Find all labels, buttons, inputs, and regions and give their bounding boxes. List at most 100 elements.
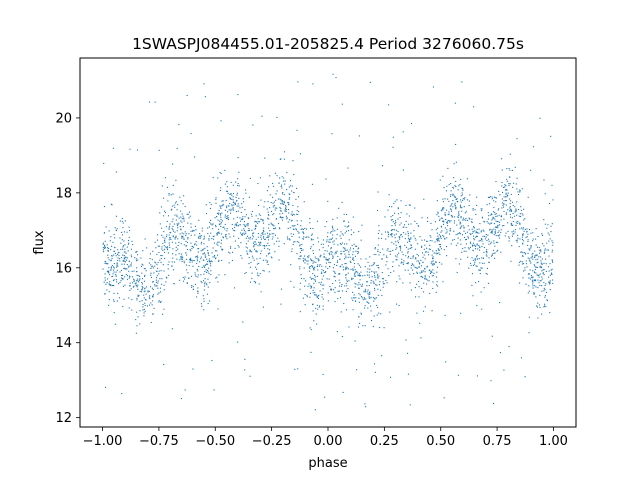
- data-point: [522, 243, 524, 245]
- data-point: [198, 237, 200, 239]
- data-point: [305, 280, 307, 282]
- data-point: [104, 293, 106, 295]
- data-point: [479, 273, 481, 275]
- data-point: [296, 241, 298, 243]
- data-point: [377, 277, 379, 279]
- data-point: [545, 283, 547, 285]
- data-point: [548, 281, 550, 283]
- data-point: [354, 255, 356, 257]
- data-point: [522, 214, 524, 216]
- data-point: [220, 221, 222, 223]
- y-tick-label: 16: [55, 261, 72, 276]
- data-point: [216, 216, 218, 218]
- data-point: [121, 263, 123, 265]
- data-point: [415, 257, 417, 259]
- data-point: [476, 244, 478, 246]
- data-point: [407, 251, 409, 253]
- data-point: [352, 291, 354, 293]
- data-point: [138, 295, 140, 297]
- data-point: [119, 237, 121, 239]
- data-point: [403, 232, 405, 234]
- data-point: [456, 200, 458, 202]
- data-point: [401, 251, 403, 253]
- data-point: [474, 245, 477, 247]
- data-point: [476, 375, 478, 377]
- data-point: [174, 237, 176, 239]
- data-point: [480, 291, 482, 293]
- data-point: [396, 254, 398, 256]
- data-point: [181, 237, 183, 239]
- data-point: [173, 223, 176, 225]
- data-point: [107, 249, 109, 251]
- data-point: [414, 248, 416, 250]
- data-point: [487, 218, 489, 220]
- data-point: [534, 285, 536, 287]
- data-point: [461, 194, 463, 196]
- data-point: [483, 220, 485, 222]
- data-point: [105, 283, 107, 285]
- data-point: [449, 229, 451, 231]
- data-point: [165, 246, 167, 248]
- data-point: [472, 249, 474, 251]
- data-point: [474, 259, 476, 261]
- data-point: [510, 216, 512, 218]
- data-point: [486, 221, 488, 223]
- data-point: [399, 238, 401, 240]
- data-point: [161, 234, 163, 236]
- data-point: [334, 251, 337, 253]
- data-point: [160, 270, 162, 272]
- data-point: [447, 219, 449, 222]
- data-point: [141, 283, 144, 285]
- data-point: [411, 263, 413, 265]
- data-point: [256, 250, 258, 252]
- data-point: [169, 237, 171, 239]
- data-point: [176, 258, 178, 260]
- data-point: [430, 272, 432, 274]
- data-point: [154, 241, 156, 243]
- data-point: [409, 241, 411, 243]
- data-point: [378, 275, 380, 277]
- data-point: [520, 251, 522, 253]
- data-point: [117, 265, 119, 267]
- data-point: [312, 273, 314, 275]
- data-point: [366, 301, 368, 303]
- data-point: [135, 260, 138, 262]
- data-point: [328, 241, 330, 243]
- data-point: [175, 219, 177, 221]
- data-point: [483, 287, 485, 289]
- data-point: [148, 290, 150, 292]
- data-point: [522, 233, 524, 235]
- data-point: [121, 274, 123, 277]
- data-point: [407, 263, 409, 265]
- data-point: [224, 214, 226, 216]
- data-point: [168, 274, 170, 276]
- data-point: [459, 184, 461, 186]
- data-point: [274, 228, 276, 230]
- data-point: [356, 369, 358, 371]
- data-point: [402, 169, 404, 171]
- data-point: [476, 256, 478, 258]
- data-point: [306, 236, 308, 238]
- data-point: [116, 263, 118, 265]
- data-point: [359, 266, 362, 268]
- data-point: [302, 231, 304, 233]
- data-point: [468, 267, 470, 269]
- data-point: [203, 248, 205, 250]
- data-point: [340, 244, 342, 246]
- data-point: [305, 228, 308, 230]
- data-point: [377, 250, 379, 253]
- data-point: [108, 298, 110, 301]
- data-point: [115, 275, 117, 277]
- data-point: [352, 257, 354, 259]
- data-point: [473, 235, 475, 237]
- data-point: [450, 209, 452, 211]
- data-point: [313, 320, 315, 322]
- data-point: [132, 286, 134, 288]
- data-point: [424, 275, 426, 277]
- data-point: [170, 194, 172, 196]
- data-point: [279, 206, 281, 208]
- data-point: [502, 191, 504, 193]
- data-point: [452, 187, 455, 189]
- data-point: [112, 275, 114, 277]
- data-point: [267, 263, 269, 266]
